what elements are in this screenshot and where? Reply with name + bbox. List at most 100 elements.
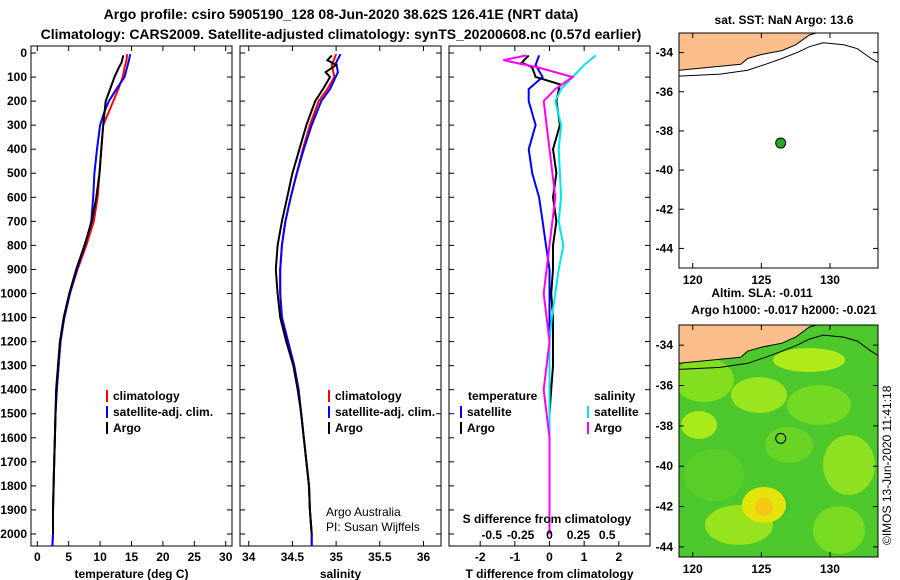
x-tick-label: 0 (34, 550, 41, 564)
map-content (679, 325, 878, 557)
y-tick-label: 900 (7, 262, 27, 276)
lat-tick-label: -34 (656, 338, 674, 352)
x-tick-label: 30 (219, 550, 233, 564)
y-tick-label: 400 (7, 142, 27, 156)
lat-tick-label: -44 (656, 241, 674, 255)
coastline-land (679, 325, 817, 364)
x-tick-label: 20 (156, 550, 170, 564)
sla-high-core (755, 498, 773, 516)
sla-patch (787, 385, 851, 425)
figure-title-line1: Argo profile: csiro 5905190_128 08-Jun-2… (104, 6, 579, 22)
lat-tick-label: -40 (656, 459, 674, 473)
legend-title-temperature: temperature (468, 389, 538, 403)
x-tick-label: 5 (65, 550, 72, 564)
y-tick-label: 2000 (0, 527, 27, 541)
map-frame (678, 32, 879, 269)
lat-tick-label: -40 (656, 163, 674, 177)
altimetry-title-line2: Argo h1000: -0.017 h2000: -0.021 (691, 303, 877, 317)
s-diff-tick-label: 0.25 (567, 528, 591, 542)
imos-timestamp: ©IMOS 13-Jun-2020 11:41:18 (880, 385, 894, 545)
lat-tick-label: -36 (656, 85, 674, 99)
legend-label: Argo (113, 421, 141, 435)
x-tick-label: 34 (242, 550, 256, 564)
altimetry-title-line1: Altim. SLA: -0.011 (711, 286, 813, 300)
y-tick-label: 600 (7, 190, 27, 204)
sla-patch (679, 358, 734, 402)
x-axis-label: salinity (320, 567, 362, 580)
shelf-contour (679, 42, 878, 77)
y-tick-label: 1500 (0, 407, 27, 421)
legend-label: satellite-adj. clim. (113, 405, 213, 419)
figure-title-line2: Climatology: CARS2009. Satellite-adjuste… (41, 26, 642, 42)
sla-patch (813, 506, 865, 554)
sst-map-panel: sat. SST: NaN Argo: 13.6 -34 -36 -38 -40 -42 -… (656, 13, 879, 287)
x-tick-label: 15 (125, 550, 139, 564)
x-tick-label: 1 (581, 550, 588, 564)
legend-title-salinity: salinity (594, 389, 636, 403)
legend-label: Argo (594, 421, 622, 435)
x-axis-label: temperature (deg C) (74, 567, 188, 580)
x-tick-label: -2 (475, 550, 486, 564)
sla-patch (684, 449, 744, 501)
s-diff-tick-label: 0.5 (599, 528, 616, 542)
lat-tick-label: -34 (656, 46, 674, 60)
lon-tick-label: 120 (683, 273, 703, 287)
y-tick-label: 200 (7, 94, 27, 108)
y-tick-label: 500 (7, 166, 27, 180)
x-tick-label: 35.5 (368, 550, 392, 564)
x-tick-label: 10 (93, 550, 107, 564)
argo-float-marker (775, 432, 787, 444)
series-line-argo (52, 55, 125, 534)
y-tick-label: 1600 (0, 431, 27, 445)
s-diff-axis-label: S difference from climatology (463, 512, 632, 526)
lat-tick-label: -44 (656, 540, 674, 554)
y-tick-label: 1200 (0, 335, 27, 349)
x-tick-label: 25 (188, 550, 202, 564)
lon-tick-label: 130 (820, 562, 840, 576)
legend-label: satellite (467, 405, 512, 419)
legend-label: Argo (335, 421, 363, 435)
x-tick-label: 35 (329, 550, 343, 564)
lon-tick-label: 125 (751, 562, 771, 576)
y-tick-label: 100 (7, 70, 27, 84)
lat-tick-label: -42 (656, 202, 674, 216)
legend-label: satellite (594, 405, 639, 419)
sla-patch (773, 348, 845, 372)
lat-tick-label: -36 (656, 379, 674, 393)
s-diff-tick-label: -0.25 (507, 528, 535, 542)
sst-map-title: sat. SST: NaN Argo: 13.6 (715, 13, 854, 27)
y-tick-label: 0 (20, 46, 27, 60)
x-tick-label: -1 (510, 550, 521, 564)
y-tick-label: 1100 (1, 311, 27, 325)
difference-panel: -2 -1 0 1 2 T difference from climatology -0.5… (448, 45, 651, 580)
altimetry-map-panel: Altim. SLA: -0.011 Argo h1000: -0.017 h20… (656, 286, 894, 576)
legend-label: satellite-adj. clim. (335, 405, 435, 419)
credit-line1: Argo Australia (326, 505, 401, 519)
y-tick-label: 1300 (0, 359, 27, 373)
lon-tick-label: 125 (751, 273, 771, 287)
series-line-t-satellite (527, 55, 551, 534)
y-tick-label: 1900 (0, 503, 27, 517)
plot-frame (30, 45, 233, 547)
x-tick-label: 34.5 (281, 550, 305, 564)
s-diff-tick-label: 0 (546, 528, 553, 542)
lat-tick-label: -38 (656, 419, 674, 433)
coastline-land (679, 33, 817, 71)
lon-tick-label: 130 (820, 273, 840, 287)
map-content (679, 33, 878, 77)
x-tick-label: 0 (546, 550, 553, 564)
x-axis-label: T difference from climatology (465, 567, 633, 580)
sla-patch (823, 435, 875, 495)
lon-tick-label: 120 (683, 562, 703, 576)
series-line-argo (274, 54, 339, 535)
y-tick-label: 1400 (0, 383, 27, 397)
y-tick-label: 1000 (0, 286, 27, 300)
map-background (679, 33, 878, 268)
lat-tick-label: -38 (656, 124, 674, 138)
legend-label: Argo (467, 421, 495, 435)
shelf-contour (679, 334, 878, 370)
x-tick-label: 2 (615, 550, 622, 564)
sla-patch (731, 377, 787, 413)
series-line-s-argo (503, 54, 575, 534)
